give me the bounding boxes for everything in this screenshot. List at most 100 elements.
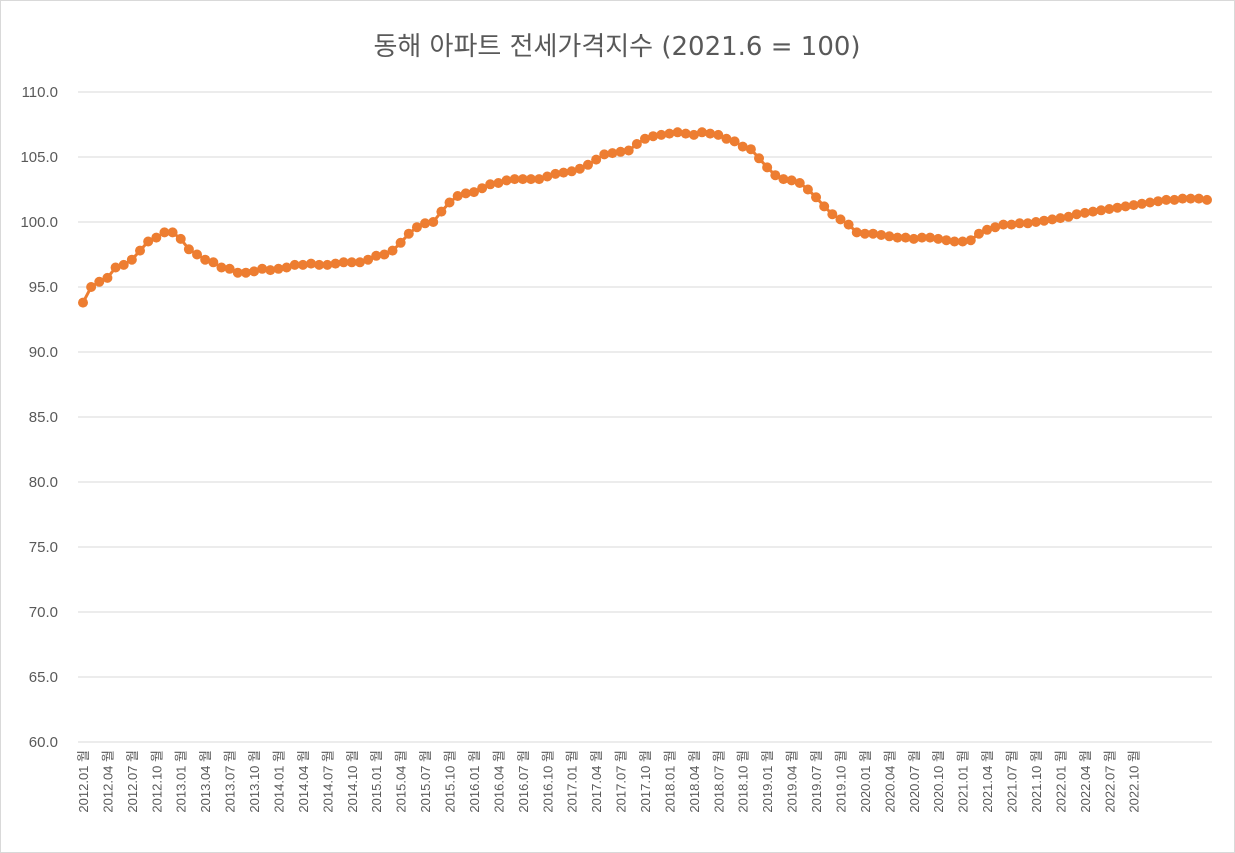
data-point xyxy=(965,235,976,246)
data-point xyxy=(208,257,219,268)
data-point xyxy=(354,257,365,268)
data-point xyxy=(998,219,1009,230)
data-point xyxy=(1079,207,1090,218)
data-point xyxy=(884,231,895,242)
data-point xyxy=(135,245,146,256)
data-point xyxy=(843,219,854,230)
y-tick-label: 90.0 xyxy=(29,344,58,361)
data-point xyxy=(819,201,830,212)
data-point xyxy=(159,227,170,238)
data-point xyxy=(387,245,398,256)
data-point xyxy=(501,175,512,186)
y-tick-label: 105.0 xyxy=(20,149,58,166)
data-point xyxy=(143,236,154,247)
data-point xyxy=(949,236,960,247)
x-tick-label: 2015.04 월 xyxy=(394,750,409,813)
series-line xyxy=(81,130,1208,304)
data-point xyxy=(900,232,911,243)
data-point xyxy=(1128,200,1139,211)
data-point xyxy=(697,127,708,138)
data-point xyxy=(933,233,944,244)
x-axis-ticks: 2012.01 월 2012.04 월 2012.07 월 2012.10 월 2013… xyxy=(76,750,1142,813)
data-point xyxy=(1087,206,1098,217)
x-tick-label: 2016.07 월 xyxy=(516,750,531,813)
data-point xyxy=(493,178,504,188)
data-point xyxy=(420,218,431,229)
data-point xyxy=(257,263,268,274)
data-point xyxy=(110,262,121,273)
data-point xyxy=(688,129,699,140)
data-point xyxy=(1104,204,1115,214)
x-tick-label: 2017.07 월 xyxy=(614,750,629,813)
x-tick-label: 2021.07 월 xyxy=(1005,750,1020,813)
data-point xyxy=(346,257,357,268)
data-point xyxy=(599,149,610,160)
data-point xyxy=(126,254,137,265)
data-point xyxy=(1120,201,1131,212)
data-point xyxy=(705,128,716,139)
data-point xyxy=(509,174,520,185)
data-point xyxy=(1096,205,1107,216)
data-point xyxy=(183,244,194,255)
data-point xyxy=(778,174,789,185)
data-point xyxy=(485,179,496,190)
data-point xyxy=(631,139,642,149)
data-point xyxy=(786,175,797,186)
data-point xyxy=(297,259,308,270)
data-point xyxy=(118,259,129,270)
data-point xyxy=(444,197,455,208)
data-point xyxy=(1014,218,1025,229)
data-point xyxy=(721,133,732,144)
data-point xyxy=(1063,211,1074,222)
x-tick-label: 2022.01 월 xyxy=(1053,750,1068,813)
data-point xyxy=(363,254,374,265)
data-point xyxy=(1144,197,1155,208)
x-tick-label: 2014.07 월 xyxy=(320,750,335,813)
data-point xyxy=(240,267,251,278)
x-tick-label: 2021.01 월 xyxy=(956,750,971,813)
data-point xyxy=(802,184,813,195)
y-tick-label: 85.0 xyxy=(29,409,58,426)
data-point xyxy=(982,224,993,235)
data-point xyxy=(1153,196,1164,207)
data-point xyxy=(151,232,162,243)
data-point xyxy=(737,141,748,152)
data-point xyxy=(770,170,781,181)
data-point xyxy=(566,166,577,177)
x-tick-label: 2018.04 월 xyxy=(687,750,702,813)
x-tick-label: 2015.01 월 xyxy=(369,750,384,813)
data-point xyxy=(232,267,243,278)
data-point xyxy=(1185,193,1196,204)
data-point xyxy=(534,174,545,185)
data-point xyxy=(868,228,879,239)
data-point xyxy=(664,128,675,139)
data-point xyxy=(925,232,936,243)
x-tick-label: 2013.01 월 xyxy=(174,750,189,813)
y-tick-label: 60.0 xyxy=(29,734,58,751)
data-point xyxy=(452,191,463,201)
x-tick-label: 2012.07 월 xyxy=(125,750,140,813)
y-tick-label: 100.0 xyxy=(20,214,58,231)
data-point xyxy=(460,188,471,199)
data-point xyxy=(102,272,113,283)
data-point xyxy=(713,129,724,140)
data-point xyxy=(379,249,390,260)
data-point xyxy=(517,174,528,185)
x-tick-label: 2016.10 월 xyxy=(540,750,555,813)
x-tick-label: 2020.07 월 xyxy=(907,750,922,813)
data-point xyxy=(680,128,691,139)
x-tick-label: 2015.10 월 xyxy=(443,750,458,813)
data-point xyxy=(94,276,105,287)
data-point xyxy=(892,232,903,243)
data-point xyxy=(607,148,618,159)
x-tick-label: 2021.04 월 xyxy=(980,750,995,813)
x-tick-label: 2013.04 월 xyxy=(198,750,213,813)
data-point xyxy=(1055,213,1066,224)
data-point xyxy=(216,262,227,273)
data-point xyxy=(265,265,276,276)
data-point xyxy=(167,227,178,238)
x-tick-label: 2021.10 월 xyxy=(1029,750,1044,813)
data-point xyxy=(411,222,422,233)
data-point xyxy=(273,263,284,274)
data-point xyxy=(1161,194,1172,205)
